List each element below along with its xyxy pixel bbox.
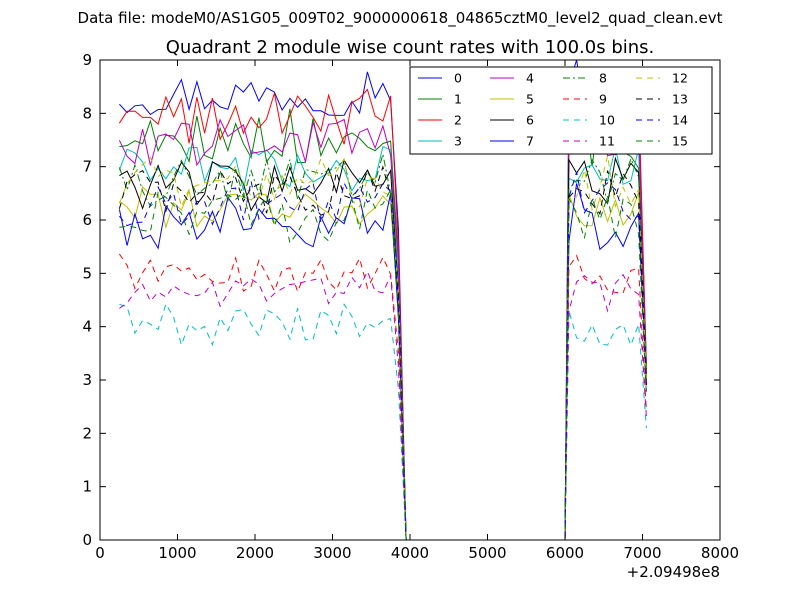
series-line-15	[119, 188, 647, 540]
x-tick-label: 2000	[236, 544, 274, 562]
series-line-13	[118, 165, 647, 540]
y-tick-label: 6	[82, 211, 92, 229]
legend-label-13: 13	[672, 92, 688, 107]
y-tick-label: 4	[82, 318, 92, 336]
series-line-5	[119, 185, 647, 540]
x-tick-label: 8000	[701, 544, 739, 562]
chart-title: Quadrant 2 module wise count rates with …	[166, 37, 655, 58]
series-line-8	[118, 153, 647, 540]
y-tick-label: 5	[82, 264, 92, 282]
y-tick-label: 0	[82, 531, 92, 549]
legend-label-3: 3	[454, 134, 462, 149]
series-line-14	[119, 171, 647, 540]
legend-label-6: 6	[526, 113, 534, 128]
legend-label-4: 4	[526, 71, 534, 86]
legend-label-10: 10	[599, 113, 615, 128]
series-layer	[118, 60, 647, 540]
suptitle: Data file: modeM0/AS1G05_009T02_90000006…	[78, 9, 723, 28]
legend-label-0: 0	[454, 71, 462, 86]
y-tick-label: 8	[82, 104, 92, 122]
legend-label-9: 9	[599, 92, 607, 107]
series-line-12	[118, 155, 647, 540]
y-tick-label: 3	[82, 371, 92, 389]
legend-label-1: 1	[454, 92, 462, 107]
series-line-10	[119, 302, 647, 540]
x-tick-label: 6000	[546, 544, 584, 562]
legend-label-8: 8	[599, 71, 607, 86]
x-tick-label: 0	[95, 544, 105, 562]
x-offset-label: +2.09498e8	[627, 563, 720, 581]
legend-frame	[409, 66, 713, 155]
series-line-11	[119, 270, 647, 540]
legend-label-11: 11	[599, 134, 615, 149]
y-tick-label: 7	[82, 158, 92, 176]
legend-label-5: 5	[526, 92, 534, 107]
y-tick-label: 2	[82, 424, 92, 442]
ticks-layer: 0 1000 2000 3000 4000 5000 6000 7000 80000123456…	[82, 51, 739, 562]
plot-area: 0 1000 2000 3000 4000 5000 6000 7000 80000123456…	[82, 51, 739, 562]
x-tick-label: 5000	[468, 544, 506, 562]
series-line-9	[118, 253, 647, 540]
legend-label-12: 12	[672, 71, 688, 86]
x-tick-label: 4000	[391, 544, 429, 562]
series-line-6	[119, 156, 647, 540]
y-tick-label: 9	[82, 51, 92, 69]
y-tick-label: 1	[82, 478, 92, 496]
legend-label-15: 15	[672, 134, 688, 149]
x-tick-label: 7000	[623, 544, 661, 562]
x-tick-label: 3000	[313, 544, 351, 562]
legend-label-14: 14	[672, 113, 688, 128]
x-tick-label: 1000	[158, 544, 196, 562]
legend-label-7: 7	[526, 134, 534, 149]
legend-label-2: 2	[454, 113, 462, 128]
